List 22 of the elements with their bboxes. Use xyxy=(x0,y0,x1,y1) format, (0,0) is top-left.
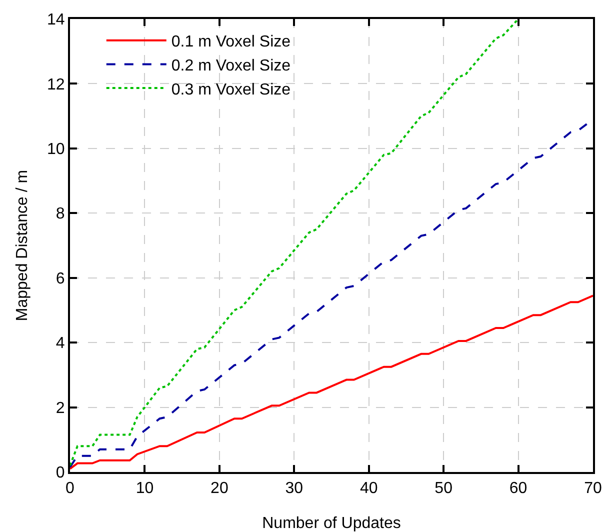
y-tick-label: 4 xyxy=(56,335,65,352)
line-series xyxy=(70,19,520,467)
x-axis-title: Number of Updates xyxy=(262,515,401,532)
y-tick-label: 12 xyxy=(47,76,65,94)
y-tick-label: 0 xyxy=(56,464,65,482)
x-tick-label: 40 xyxy=(360,480,378,498)
legend-label: 0.2 m Voxel Size xyxy=(171,57,291,74)
y-axis-title: Mapped Distance / m xyxy=(14,170,31,322)
x-tick-label: 70 xyxy=(584,480,602,498)
y-tick-label: 10 xyxy=(47,141,65,158)
legend-label: 0.3 m Voxel Size xyxy=(171,81,291,98)
x-tick-label: 10 xyxy=(136,480,154,498)
x-tick-label: 60 xyxy=(509,480,528,498)
y-tick-label: 8 xyxy=(56,206,65,223)
line-series xyxy=(70,294,593,470)
x-tick-label: 30 xyxy=(285,480,304,498)
x-tick-label: 50 xyxy=(434,480,453,498)
x-tick-label: 20 xyxy=(210,480,228,498)
y-tick-label: 2 xyxy=(56,400,65,417)
y-tick-label: 6 xyxy=(56,270,65,288)
legend-label: 0.1 m Voxel Size xyxy=(171,34,291,51)
y-tick-label: 14 xyxy=(47,12,65,29)
